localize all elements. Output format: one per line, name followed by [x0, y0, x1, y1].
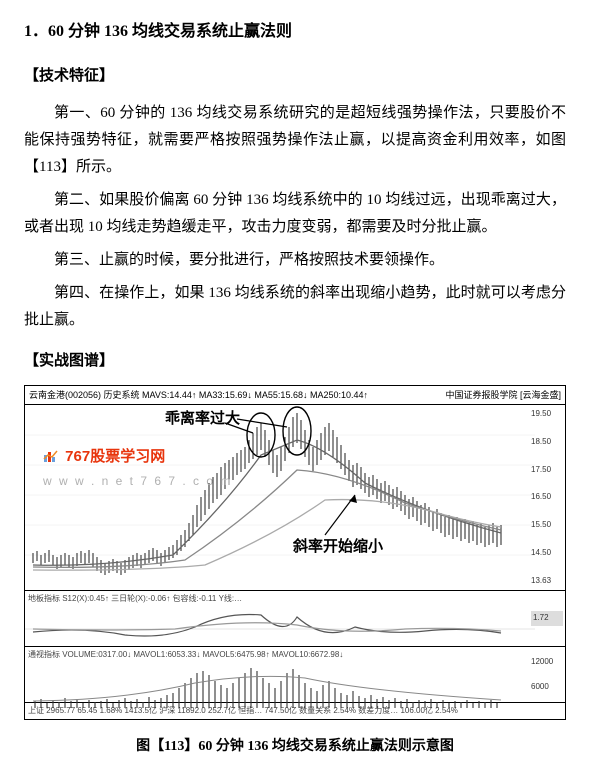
stock-chart: 云南金港(002056) 历史系统 MAVS:14.44↑ MA33:15.69… [24, 385, 566, 721]
osc-y-axis: 1.72 [531, 591, 563, 646]
candlestick-svg [25, 405, 535, 590]
chart-y-axis: 19.50 18.50 17.50 16.50 15.50 14.50 13.6… [531, 405, 563, 590]
annotation-slope: 斜率开始缩小 [293, 533, 383, 560]
watermark-brand: 767股票学习网 [65, 448, 165, 465]
logo-icon [43, 449, 59, 463]
section-practice-heading: 【实战图谱】 [24, 348, 566, 375]
section-tech-heading: 【技术特征】 [24, 63, 566, 90]
volume-svg [25, 663, 535, 708]
oscillator-panel: 地板指标 S12(X):0.45↑ 三日轮(X):-0.06↑ 包容线:-0.1… [25, 591, 565, 647]
paragraph-3: 第三、止赢的时候，要分批进行，严格按照技术要领操作。 [24, 247, 566, 274]
chart-header-right: 中国证券报股学院 [云海金盛] [445, 387, 561, 403]
watermark: 767股票学习网 w w w . n e t 7 6 7 . c o m [43, 443, 232, 493]
paragraph-1: 第一、60 分钟的 136 均线交易系统研究的是超短线强势操作法，只要股价不能保… [24, 100, 566, 181]
oscillator-svg [25, 607, 535, 652]
annotation-divergence: 乖离率过大 [165, 405, 240, 432]
volume-panel: 通视指标 VOLUME:0317.00↓ MAVOL1:6053.33↓ MAV… [25, 647, 565, 703]
chart-header-left: 云南金港(002056) 历史系统 MAVS:14.44↑ MA33:15.69… [29, 387, 368, 403]
page-title: 1．60 分钟 136 均线交易系统止赢法则 [24, 18, 566, 47]
chart-main-panel: 乖离率过大 斜率开始缩小 767股票学习网 w w w . n e t 7 6 … [25, 405, 565, 591]
vol-header: 通视指标 VOLUME:0317.00↓ MAVOL1:6053.33↓ MAV… [25, 647, 565, 663]
vol-y-axis: 12000 6000 [531, 647, 563, 702]
osc-header: 地板指标 S12(X):0.45↑ 三日轮(X):-0.06↑ 包容线:-0.1… [25, 591, 565, 607]
chart-header: 云南金港(002056) 历史系统 MAVS:14.44↑ MA33:15.69… [25, 386, 565, 405]
figure-caption: 图【113】60 分钟 136 均线交易系统止赢法则示意图 [24, 734, 566, 759]
paragraph-4: 第四、在操作上，如果 136 均线系统的斜率出现缩小趋势，此时就可以考虑分批止赢… [24, 280, 566, 334]
watermark-url: w w w . n e t 7 6 7 . c o m [43, 471, 232, 493]
paragraph-2: 第二、如果股价偏离 60 分钟 136 均线系统中的 10 均线过远，出现乖离过… [24, 187, 566, 241]
